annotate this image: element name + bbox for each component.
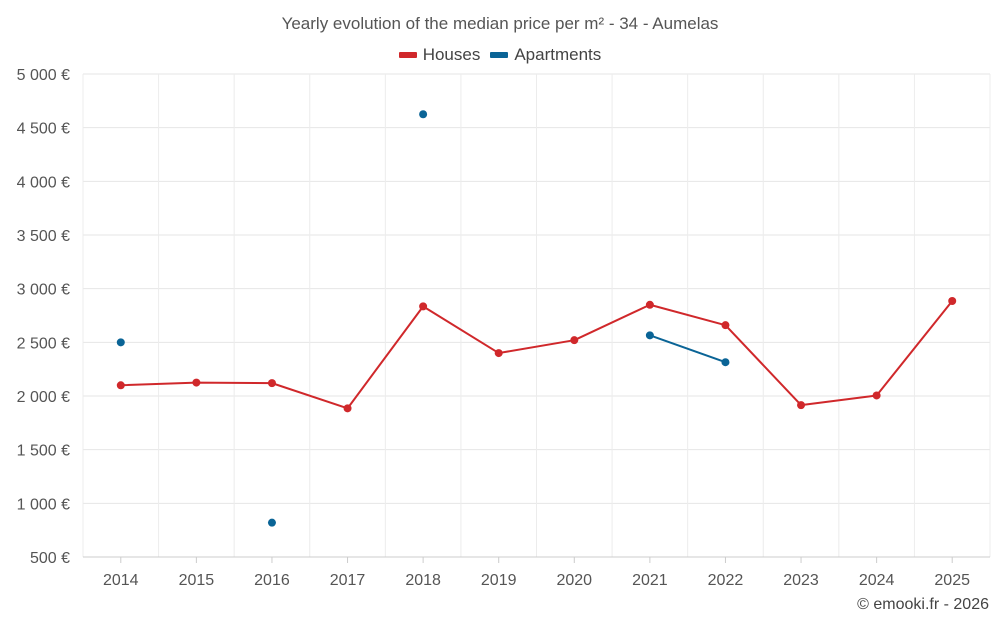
legend-label-apartments: Apartments — [514, 45, 602, 64]
data-point-apartments[interactable] — [645, 331, 654, 340]
data-point-houses[interactable] — [192, 378, 201, 387]
x-tick-label: 2023 — [783, 572, 819, 589]
legend: Houses Apartments — [0, 45, 1000, 65]
x-tick-label: 2014 — [103, 572, 139, 589]
y-tick-label: 500 € — [30, 550, 70, 567]
y-tick-label: 2 500 € — [17, 335, 70, 352]
data-point-houses[interactable] — [570, 336, 579, 345]
series-line-apartments — [649, 334, 726, 364]
legend-swatch-houses — [398, 52, 417, 58]
data-point-apartments[interactable] — [116, 338, 125, 347]
legend-label-houses: Houses — [422, 45, 481, 64]
series-layer — [116, 110, 957, 527]
x-tick-label: 2021 — [632, 572, 668, 589]
credit-text: © emooki.fr - 2026 — [857, 596, 989, 613]
data-point-apartments[interactable] — [721, 358, 730, 367]
x-tick-label: 2025 — [934, 572, 970, 589]
y-tick-label: 4 500 € — [17, 121, 70, 138]
x-tick-label: 2017 — [330, 572, 366, 589]
data-point-apartments[interactable] — [267, 518, 276, 527]
y-tick-label: 5 000 € — [17, 67, 70, 84]
x-tick-label: 2018 — [405, 572, 441, 589]
chart-title: Yearly evolution of the median price per… — [281, 14, 719, 33]
y-tick-label: 1 000 € — [17, 496, 70, 513]
y-tick-label: 1 500 € — [17, 443, 70, 460]
axis-layer: 500 € 1 000 € 1 500 € 2 000 € 2 500 € 3 000 €… — [17, 67, 990, 589]
y-tick-label: 3 500 € — [17, 228, 70, 245]
series-line-houses — [120, 300, 953, 410]
legend-item-houses[interactable]: Houses — [398, 45, 481, 65]
x-tick-label: 2015 — [179, 572, 215, 589]
data-point-houses[interactable] — [645, 300, 654, 309]
data-point-houses[interactable] — [797, 401, 806, 410]
x-tick-label: 2024 — [859, 572, 895, 589]
data-point-houses[interactable] — [721, 321, 730, 330]
data-point-apartments[interactable] — [419, 110, 428, 119]
y-tick-label: 2 000 € — [17, 389, 70, 406]
data-point-houses[interactable] — [419, 302, 428, 311]
legend-swatch-apartments — [490, 52, 509, 58]
grid-layer — [82, 73, 991, 558]
data-point-houses[interactable] — [872, 391, 881, 400]
data-point-houses[interactable] — [948, 297, 957, 306]
legend-item-apartments[interactable]: Apartments — [490, 45, 601, 65]
x-tick-label: 2020 — [556, 572, 592, 589]
x-tick-label: 2022 — [708, 572, 744, 589]
data-point-houses[interactable] — [343, 404, 352, 413]
data-point-houses[interactable] — [494, 349, 503, 358]
y-tick-label: 4 000 € — [17, 174, 70, 191]
x-tick-label: 2019 — [481, 572, 517, 589]
data-point-houses[interactable] — [267, 379, 276, 388]
x-tick-label: 2016 — [254, 572, 290, 589]
data-point-houses[interactable] — [116, 381, 125, 390]
y-tick-label: 3 000 € — [17, 282, 70, 299]
